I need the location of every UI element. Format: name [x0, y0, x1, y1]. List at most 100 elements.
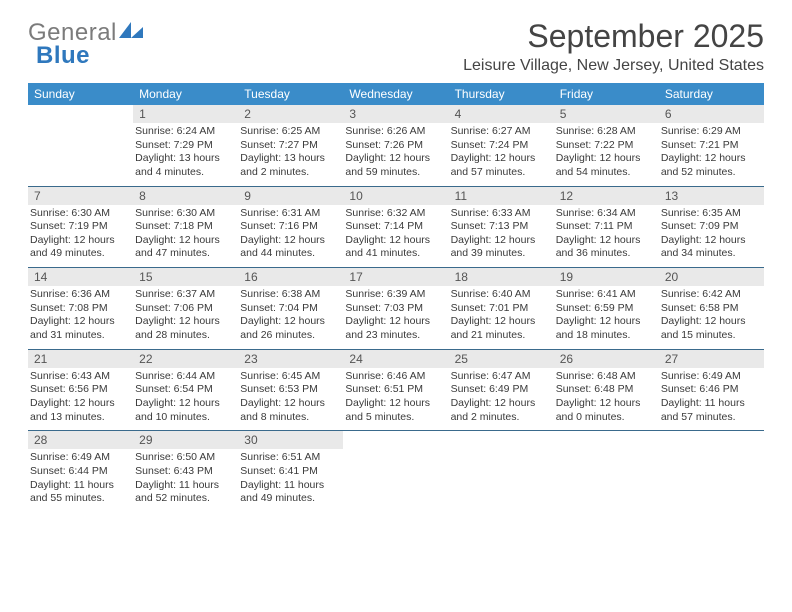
daylight: Daylight: 12 hours and 44 minutes. — [240, 234, 339, 261]
sunrise: Sunrise: 6:41 AM — [556, 288, 655, 302]
day-details: Sunrise: 6:33 AMSunset: 7:13 PMDaylight:… — [449, 205, 554, 262]
day-details: Sunrise: 6:43 AMSunset: 6:56 PMDaylight:… — [28, 368, 133, 425]
sunrise: Sunrise: 6:37 AM — [135, 288, 234, 302]
month-title: September 2025 — [463, 18, 764, 55]
day-number: 7 — [28, 187, 133, 205]
sunset: Sunset: 6:58 PM — [661, 302, 760, 316]
daylight: Daylight: 12 hours and 8 minutes. — [240, 397, 339, 424]
day-cell: 20Sunrise: 6:42 AMSunset: 6:58 PMDayligh… — [659, 268, 764, 349]
daylight: Daylight: 12 hours and 26 minutes. — [240, 315, 339, 342]
sunset: Sunset: 7:24 PM — [451, 139, 550, 153]
day-number: 11 — [449, 187, 554, 205]
sunrise: Sunrise: 6:31 AM — [240, 207, 339, 221]
day-number: 22 — [133, 350, 238, 368]
day-cell: 26Sunrise: 6:48 AMSunset: 6:48 PMDayligh… — [554, 350, 659, 431]
daylight: Daylight: 12 hours and 36 minutes. — [556, 234, 655, 261]
daylight: Daylight: 12 hours and 23 minutes. — [345, 315, 444, 342]
day-number — [659, 431, 764, 449]
week-row: 21Sunrise: 6:43 AMSunset: 6:56 PMDayligh… — [28, 350, 764, 432]
day-details: Sunrise: 6:24 AMSunset: 7:29 PMDaylight:… — [133, 123, 238, 180]
day-cell: 4Sunrise: 6:27 AMSunset: 7:24 PMDaylight… — [449, 105, 554, 186]
day-number: 26 — [554, 350, 659, 368]
sunrise: Sunrise: 6:46 AM — [345, 370, 444, 384]
daylight: Daylight: 12 hours and 34 minutes. — [661, 234, 760, 261]
day-details: Sunrise: 6:47 AMSunset: 6:49 PMDaylight:… — [449, 368, 554, 425]
day-cell: 3Sunrise: 6:26 AMSunset: 7:26 PMDaylight… — [343, 105, 448, 186]
week-row: 1Sunrise: 6:24 AMSunset: 7:29 PMDaylight… — [28, 105, 764, 187]
day-cell: 8Sunrise: 6:30 AMSunset: 7:18 PMDaylight… — [133, 187, 238, 268]
weekday-label: Tuesday — [238, 83, 343, 105]
day-details: Sunrise: 6:37 AMSunset: 7:06 PMDaylight:… — [133, 286, 238, 343]
sunrise: Sunrise: 6:26 AM — [345, 125, 444, 139]
logo-text-2: Blue — [28, 45, 143, 68]
daylight: Daylight: 12 hours and 59 minutes. — [345, 152, 444, 179]
daylight: Daylight: 12 hours and 21 minutes. — [451, 315, 550, 342]
sunset: Sunset: 7:29 PM — [135, 139, 234, 153]
sunrise: Sunrise: 6:47 AM — [451, 370, 550, 384]
day-cell: 21Sunrise: 6:43 AMSunset: 6:56 PMDayligh… — [28, 350, 133, 431]
day-cell: 22Sunrise: 6:44 AMSunset: 6:54 PMDayligh… — [133, 350, 238, 431]
daylight: Daylight: 11 hours and 55 minutes. — [30, 479, 129, 506]
sunrise: Sunrise: 6:43 AM — [30, 370, 129, 384]
day-number: 5 — [554, 105, 659, 123]
day-cell: 9Sunrise: 6:31 AMSunset: 7:16 PMDaylight… — [238, 187, 343, 268]
title-block: September 2025 Leisure Village, New Jers… — [463, 18, 764, 75]
daylight: Daylight: 12 hours and 57 minutes. — [451, 152, 550, 179]
daylight: Daylight: 12 hours and 47 minutes. — [135, 234, 234, 261]
day-details: Sunrise: 6:42 AMSunset: 6:58 PMDaylight:… — [659, 286, 764, 343]
sunset: Sunset: 7:13 PM — [451, 220, 550, 234]
day-details: Sunrise: 6:31 AMSunset: 7:16 PMDaylight:… — [238, 205, 343, 262]
week-row: 14Sunrise: 6:36 AMSunset: 7:08 PMDayligh… — [28, 268, 764, 350]
day-details: Sunrise: 6:30 AMSunset: 7:18 PMDaylight:… — [133, 205, 238, 262]
daylight: Daylight: 12 hours and 28 minutes. — [135, 315, 234, 342]
day-number — [449, 431, 554, 449]
day-cell: 29Sunrise: 6:50 AMSunset: 6:43 PMDayligh… — [133, 431, 238, 512]
sunrise: Sunrise: 6:38 AM — [240, 288, 339, 302]
weekday-label: Thursday — [449, 83, 554, 105]
day-details: Sunrise: 6:44 AMSunset: 6:54 PMDaylight:… — [133, 368, 238, 425]
sunset: Sunset: 7:11 PM — [556, 220, 655, 234]
day-cell: 17Sunrise: 6:39 AMSunset: 7:03 PMDayligh… — [343, 268, 448, 349]
daylight: Daylight: 12 hours and 54 minutes. — [556, 152, 655, 179]
weekday-header: SundayMondayTuesdayWednesdayThursdayFrid… — [28, 83, 764, 105]
day-number: 12 — [554, 187, 659, 205]
daylight: Daylight: 12 hours and 15 minutes. — [661, 315, 760, 342]
day-cell — [343, 431, 448, 512]
sunrise: Sunrise: 6:49 AM — [30, 451, 129, 465]
day-details: Sunrise: 6:26 AMSunset: 7:26 PMDaylight:… — [343, 123, 448, 180]
sunrise: Sunrise: 6:27 AM — [451, 125, 550, 139]
day-details: Sunrise: 6:48 AMSunset: 6:48 PMDaylight:… — [554, 368, 659, 425]
sunset: Sunset: 6:56 PM — [30, 383, 129, 397]
weeks-container: 1Sunrise: 6:24 AMSunset: 7:29 PMDaylight… — [28, 105, 764, 512]
day-number: 6 — [659, 105, 764, 123]
sunrise: Sunrise: 6:33 AM — [451, 207, 550, 221]
day-details: Sunrise: 6:50 AMSunset: 6:43 PMDaylight:… — [133, 449, 238, 506]
day-cell: 12 Sunrise: 6:34 AMSunset: 7:11 PMDayligh… — [554, 187, 659, 268]
sunset: Sunset: 7:09 PM — [661, 220, 760, 234]
daylight: Daylight: 12 hours and 31 minutes. — [30, 315, 129, 342]
sunset: Sunset: 6:41 PM — [240, 465, 339, 479]
sunset: Sunset: 7:22 PM — [556, 139, 655, 153]
day-details: Sunrise: 6:39 AMSunset: 7:03 PMDaylight:… — [343, 286, 448, 343]
day-number: 27 — [659, 350, 764, 368]
day-number: 2 — [238, 105, 343, 123]
day-cell: 16Sunrise: 6:38 AMSunset: 7:04 PMDayligh… — [238, 268, 343, 349]
day-number: 8 — [133, 187, 238, 205]
day-cell: 6Sunrise: 6:29 AMSunset: 7:21 PMDaylight… — [659, 105, 764, 186]
daylight: Daylight: 11 hours and 52 minutes. — [135, 479, 234, 506]
day-cell — [449, 431, 554, 512]
daylight: Daylight: 12 hours and 39 minutes. — [451, 234, 550, 261]
daylight: Daylight: 12 hours and 0 minutes. — [556, 397, 655, 424]
day-details: Sunrise: 6:35 AMSunset: 7:09 PMDaylight:… — [659, 205, 764, 262]
daylight: Daylight: 12 hours and 5 minutes. — [345, 397, 444, 424]
sunrise: Sunrise: 6:36 AM — [30, 288, 129, 302]
day-details: Sunrise: 6:49 AMSunset: 6:46 PMDaylight:… — [659, 368, 764, 425]
day-details: Sunrise: 6:32 AMSunset: 7:14 PMDaylight:… — [343, 205, 448, 262]
day-details: Sunrise: 6:46 AMSunset: 6:51 PMDaylight:… — [343, 368, 448, 425]
day-details: Sunrise: 6:29 AMSunset: 7:21 PMDaylight:… — [659, 123, 764, 180]
day-cell — [659, 431, 764, 512]
sunrise: Sunrise: 6:35 AM — [661, 207, 760, 221]
sunset: Sunset: 6:59 PM — [556, 302, 655, 316]
sunrise: Sunrise: 6:34 AM — [556, 207, 655, 221]
sunrise: Sunrise: 6:49 AM — [661, 370, 760, 384]
